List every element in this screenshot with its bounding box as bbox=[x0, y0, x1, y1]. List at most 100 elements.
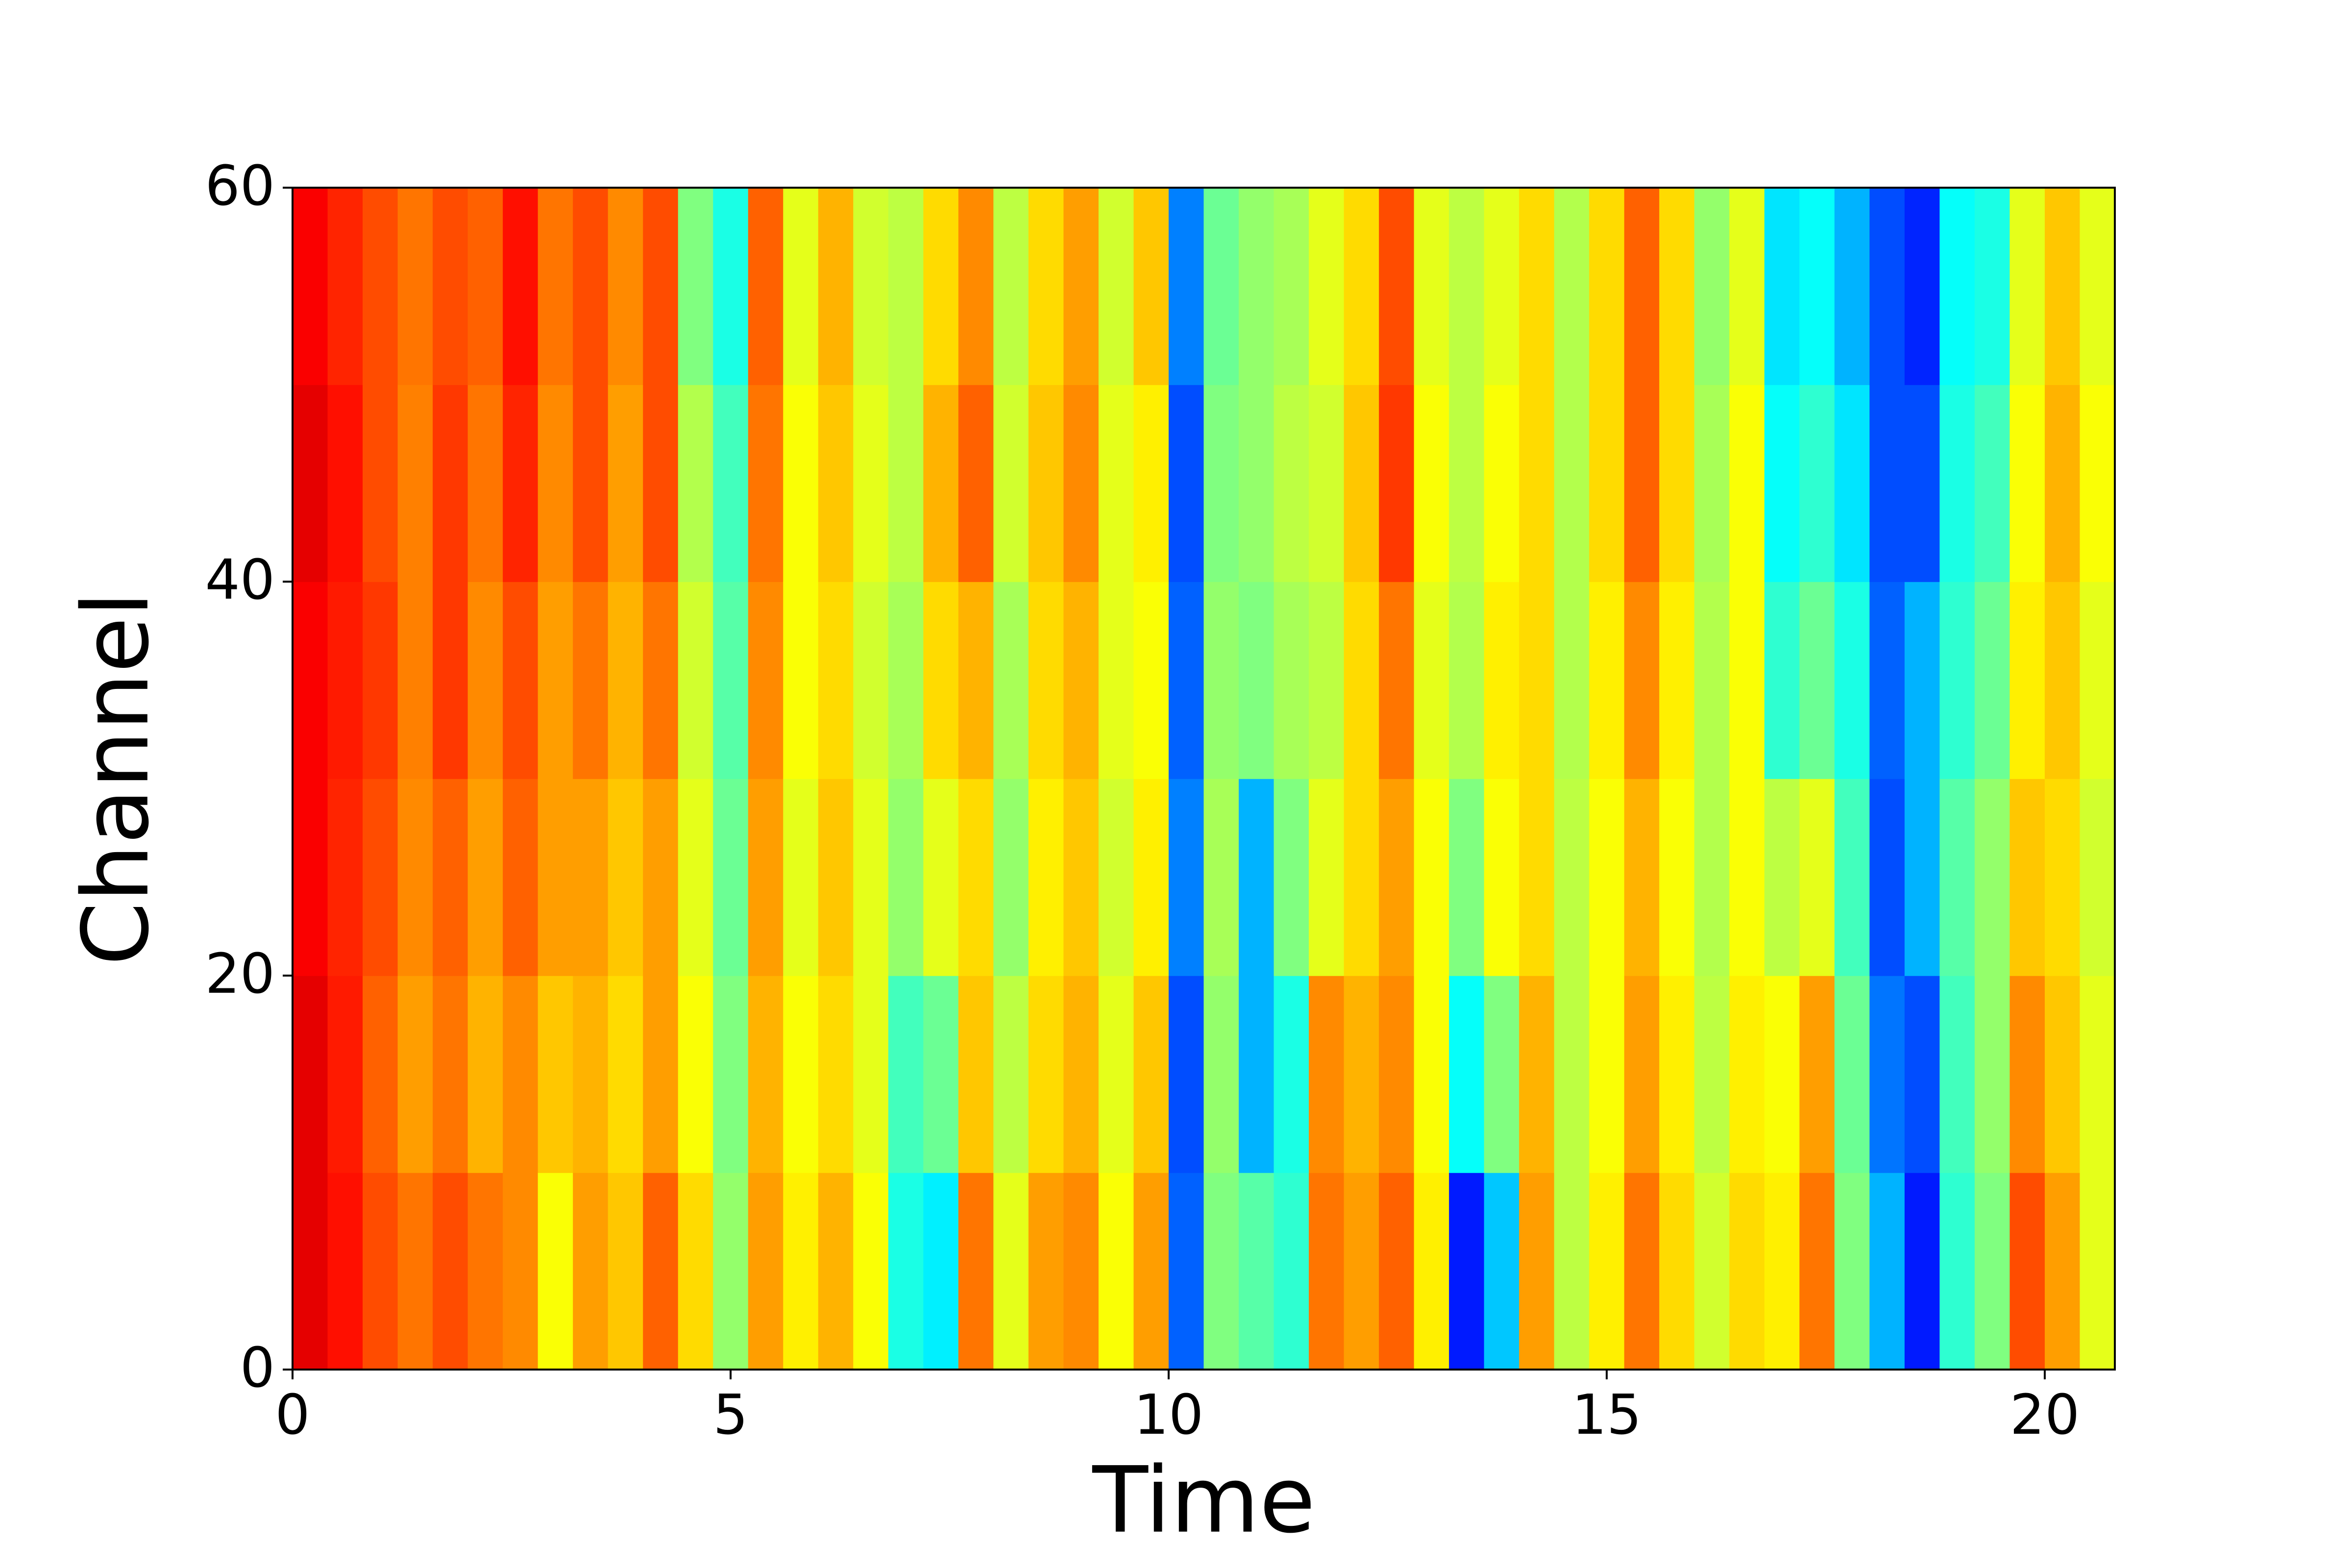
heatmap-cell bbox=[2044, 385, 2081, 582]
heatmap-cell bbox=[853, 779, 889, 976]
heatmap-cell bbox=[1659, 779, 1695, 976]
heatmap-cell bbox=[958, 976, 994, 1173]
heatmap-cell bbox=[1694, 385, 1730, 582]
heatmap-cell bbox=[1239, 582, 1274, 779]
heatmap-cell bbox=[1274, 976, 1309, 1173]
heatmap-cell bbox=[1379, 188, 1415, 385]
heatmap-cell bbox=[1414, 188, 1449, 385]
heatmap-cell bbox=[2044, 188, 2081, 385]
heatmap-cell bbox=[1904, 582, 1940, 779]
heatmap-cell bbox=[2080, 976, 2115, 1173]
heatmap-cell bbox=[1729, 582, 1765, 779]
heatmap-cell bbox=[1414, 1173, 1449, 1370]
heatmap-cell bbox=[1519, 582, 1555, 779]
heatmap-cell bbox=[1028, 779, 1064, 976]
heatmap-cell bbox=[2080, 188, 2115, 385]
plot-frame bbox=[292, 187, 2116, 1371]
heatmap-cell bbox=[1344, 385, 1379, 582]
heatmap-cell bbox=[1309, 976, 1345, 1173]
heatmap-cell bbox=[293, 188, 328, 385]
heatmap-cell bbox=[748, 188, 784, 385]
heatmap-cell bbox=[678, 582, 714, 779]
heatmap-cell bbox=[678, 188, 714, 385]
heatmap-cell bbox=[1799, 976, 1835, 1173]
heatmap-cell bbox=[1694, 779, 1730, 976]
heatmap-cell bbox=[748, 582, 784, 779]
heatmap-cell bbox=[958, 779, 994, 976]
heatmap-cell bbox=[467, 582, 503, 779]
heatmap-cell bbox=[1274, 188, 1309, 385]
heatmap-cell bbox=[1589, 385, 1625, 582]
heatmap-cell bbox=[853, 385, 889, 582]
heatmap-cell bbox=[1344, 188, 1379, 385]
heatmap-cell bbox=[888, 188, 924, 385]
heatmap-cell bbox=[1063, 188, 1099, 385]
heatmap-cell bbox=[1939, 582, 1975, 779]
heatmap-cell bbox=[538, 188, 573, 385]
y-tick-label: 20 bbox=[205, 942, 275, 1006]
heatmap-cell bbox=[1764, 1173, 1800, 1370]
heatmap-cell bbox=[503, 779, 539, 976]
heatmap-cell bbox=[2044, 779, 2081, 976]
heatmap-cell bbox=[1519, 976, 1555, 1173]
heatmap-cell bbox=[1554, 1173, 1590, 1370]
heatmap-cell bbox=[1974, 582, 2010, 779]
heatmap-cell bbox=[1063, 779, 1099, 976]
heatmap-cell bbox=[327, 582, 363, 779]
heatmap-cell bbox=[573, 385, 609, 582]
heatmap-cell bbox=[1659, 188, 1695, 385]
heatmap-cell bbox=[1589, 1173, 1625, 1370]
heatmap-cell bbox=[397, 1173, 433, 1370]
heatmap-cell bbox=[1834, 582, 1870, 779]
heatmap-cell bbox=[1694, 188, 1730, 385]
heatmap-cell bbox=[1624, 188, 1660, 385]
heatmap-cell bbox=[538, 582, 573, 779]
heatmap-cell bbox=[713, 1173, 749, 1370]
heatmap-cell bbox=[853, 582, 889, 779]
heatmap-cell bbox=[1554, 976, 1590, 1173]
heatmap-cell bbox=[1659, 976, 1695, 1173]
heatmap-cell bbox=[748, 385, 784, 582]
heatmap-cell bbox=[643, 779, 679, 976]
heatmap-cell bbox=[1344, 582, 1379, 779]
heatmap-cell bbox=[1554, 385, 1590, 582]
heatmap-cell bbox=[1624, 779, 1660, 976]
heatmap-cell bbox=[467, 976, 503, 1173]
heatmap-cell bbox=[397, 188, 433, 385]
heatmap-cell bbox=[2080, 1173, 2115, 1370]
heatmap-cell bbox=[818, 779, 854, 976]
heatmap-cell bbox=[538, 1173, 573, 1370]
heatmap-cell bbox=[1414, 385, 1449, 582]
heatmap-cell bbox=[1764, 188, 1800, 385]
heatmap-cell bbox=[467, 779, 503, 976]
heatmap-cell bbox=[678, 976, 714, 1173]
heatmap-cell bbox=[1729, 385, 1765, 582]
heatmap-cell bbox=[1659, 1173, 1695, 1370]
heatmap-cell bbox=[363, 188, 398, 385]
heatmap-cell bbox=[2009, 1173, 2045, 1370]
heatmap-cell bbox=[783, 976, 819, 1173]
heatmap-cell bbox=[1239, 1173, 1274, 1370]
heatmap-cell bbox=[1554, 188, 1590, 385]
heatmap-cell bbox=[293, 385, 328, 582]
heatmap-cell bbox=[1939, 385, 1975, 582]
y-tick-label: 0 bbox=[240, 1336, 275, 1400]
heatmap-cell bbox=[1168, 1173, 1204, 1370]
x-tick-label: 10 bbox=[1134, 1383, 1204, 1447]
heatmap-cell bbox=[1484, 779, 1519, 976]
heatmap-cell bbox=[1939, 976, 1975, 1173]
heatmap-cell bbox=[1028, 188, 1064, 385]
heatmap-cell bbox=[1379, 779, 1415, 976]
heatmap-cell bbox=[363, 1173, 398, 1370]
heatmap-cell bbox=[818, 385, 854, 582]
heatmap-cell bbox=[1834, 976, 1870, 1173]
heatmap-cell bbox=[783, 1173, 819, 1370]
heatmap-cell bbox=[1449, 188, 1485, 385]
heatmap-cell bbox=[1414, 976, 1449, 1173]
heatmap-cell bbox=[1239, 976, 1274, 1173]
heatmap-cell bbox=[433, 385, 468, 582]
heatmap-cell bbox=[923, 1173, 959, 1370]
heatmap-cell bbox=[293, 582, 328, 779]
heatmap-cell bbox=[1869, 976, 1905, 1173]
heatmap-cell bbox=[293, 976, 328, 1173]
